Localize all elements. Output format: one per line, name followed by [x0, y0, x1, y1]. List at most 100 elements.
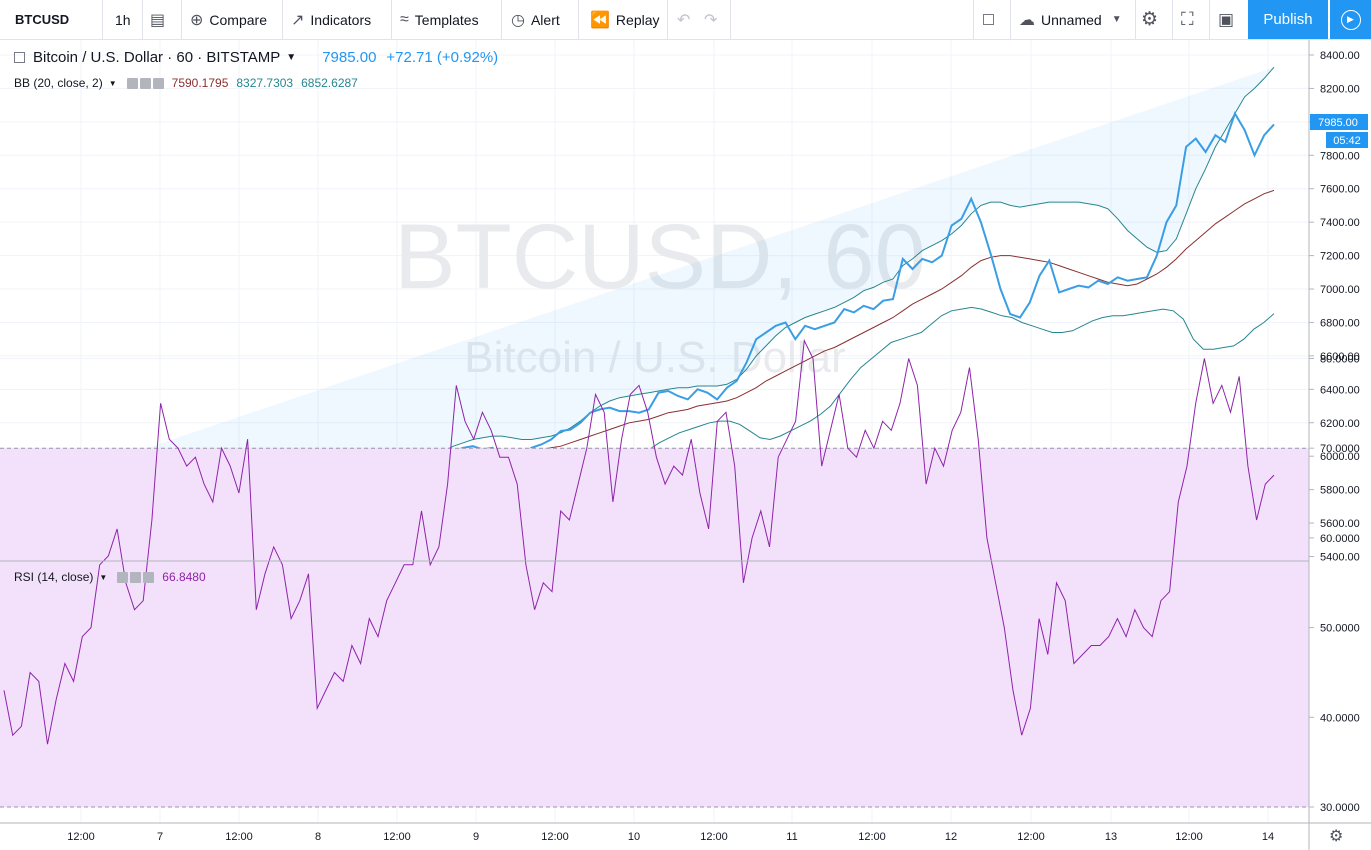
time-tick-label: 12 [945, 831, 957, 843]
main-legend: Bitcoin / U.S. Dollar · 60 · BITSTAMP ▼ … [14, 49, 498, 66]
indicators-button[interactable]: ↗ Indicators [291, 0, 371, 39]
symbol-label: BTCUSD [15, 12, 70, 27]
interval-label: 1h [115, 11, 131, 28]
price-tick-label: 5600.00 [1320, 518, 1360, 530]
price-tick-label: 6400.00 [1320, 384, 1360, 396]
bb-fill [4, 67, 1274, 500]
time-tick-label: 13 [1105, 831, 1117, 843]
alert-label: Alert [530, 11, 560, 28]
replay-button[interactable]: ⏪ Replay [590, 0, 660, 39]
rewind-icon: ⏪ [590, 11, 610, 29]
chart-canvas[interactable]: BTCUSD, 60 Bitcoin / U.S. Dollar 5400.00… [0, 40, 1371, 850]
undo-button[interactable]: ↶ [677, 0, 696, 39]
time-tick-label: 12:00 [225, 831, 253, 843]
chart-type-button[interactable]: ▤ [150, 0, 171, 39]
time-tick-label: 11 [786, 831, 797, 843]
gear-icon[interactable] [130, 571, 142, 583]
rsi-axis: 30.0000 40.0000 50.0000 60.0000 70.0000 80.00… [1309, 354, 1360, 814]
timezone-settings-button[interactable]: ⚙ [1329, 826, 1343, 846]
time-tick-label: 12:00 [1017, 831, 1045, 843]
chart-bars-icon: ▤ [150, 11, 166, 29]
chevron-down-icon[interactable]: ▼ [108, 78, 117, 88]
gear-icon: ⚙ [1329, 828, 1344, 845]
last-price-label: 7985.00 [1318, 117, 1358, 129]
price-tick-label: 6200.00 [1320, 418, 1360, 430]
redo-button[interactable]: ↷ [704, 0, 723, 39]
fullscreen-icon: ⛶ [1181, 9, 1194, 29]
layout-name-button[interactable]: ☁ Unnamed ▼ [1019, 0, 1122, 39]
undo-icon: ↶ [677, 11, 691, 29]
checkbox-icon [983, 14, 994, 25]
price-tick-label: 8400.00 [1320, 50, 1360, 62]
watermark-description: Bitcoin / U.S. Dollar [464, 333, 845, 382]
time-tick-label: 12:00 [67, 831, 95, 843]
alert-button[interactable]: ◷ Alert [511, 0, 560, 39]
chevron-down-icon[interactable]: ▼ [99, 572, 108, 582]
rsi-line [3, 338, 1275, 745]
collapse-square-icon[interactable] [14, 52, 25, 63]
gear-icon: ⚙ [1141, 9, 1159, 30]
price-tick-label: 7000.00 [1320, 284, 1360, 296]
bb-label: BB (20, close, 2) [14, 76, 103, 90]
price-tick-label: 8200.00 [1320, 83, 1360, 95]
close-icon[interactable] [152, 77, 164, 89]
rsi-tick-label: 50.0000 [1320, 623, 1360, 635]
cloud-icon: ☁ [1019, 11, 1035, 29]
price-tick-label: 6800.00 [1320, 317, 1360, 329]
time-tick-label: 12:00 [383, 831, 411, 843]
interval-button[interactable]: 1h [115, 0, 131, 39]
bb-upper-value: 8327.7303 [236, 76, 294, 90]
replay-label: Replay [615, 11, 660, 28]
close-icon[interactable] [143, 571, 155, 583]
bb-lower-value: 6852.6287 [301, 76, 358, 90]
chevron-down-icon: ▼ [1111, 14, 1122, 25]
price-tick-label: 6000.00 [1320, 451, 1360, 463]
gear-icon[interactable] [139, 77, 151, 89]
rsi-band [0, 448, 1309, 807]
symbol-search-button[interactable]: BTCUSD [15, 0, 69, 39]
drawing-toggle-button[interactable] [983, 0, 1002, 39]
layout-name-label: Unnamed [1041, 11, 1102, 28]
camera-icon: ▣ [1218, 9, 1235, 29]
price-tick-label: 7400.00 [1320, 217, 1360, 229]
indicators-icon: ↗ [291, 11, 305, 29]
compare-button[interactable]: ⊕ Compare [190, 0, 267, 39]
templates-button[interactable]: ≈ Templates [400, 0, 479, 39]
time-tick-label: 12:00 [858, 831, 886, 843]
redo-icon: ↷ [704, 11, 718, 29]
eye-icon[interactable] [126, 77, 138, 89]
alarm-clock-icon: ◷ [511, 11, 525, 29]
time-tick-label: 10 [628, 831, 640, 843]
bb-basis-value: 7590.1795 [171, 76, 229, 90]
play-button[interactable]: ▶ [1330, 0, 1371, 39]
rsi-legend: RSI (14, close) ▼ 66.8480 [14, 570, 206, 584]
settings-button[interactable]: ⚙ [1141, 0, 1164, 39]
bb-legend: BB (20, close, 2) ▼ 7590.1795 8327.7303 … [14, 76, 358, 90]
symbol-title: Bitcoin / U.S. Dollar · 60 · BITSTAMP [33, 49, 281, 66]
chevron-down-icon[interactable]: ▼ [286, 52, 297, 63]
rsi-tick-label: 40.0000 [1320, 712, 1360, 724]
eye-icon[interactable] [117, 571, 129, 583]
indicators-label: Indicators [310, 11, 372, 28]
price-tick-label: 7200.00 [1320, 251, 1360, 263]
rsi-value: 66.8480 [162, 570, 206, 584]
time-tick-label: 12:00 [1175, 831, 1203, 843]
time-tick-label: 12:00 [700, 831, 728, 843]
time-axis: 12:00 7 12:00 8 12:00 9 12:00 10 12:00 11 12:00 12 1… [67, 831, 1274, 843]
top-toolbar: BTCUSD 1h ▤ ⊕ Compare ↗ Indicators ≈ Templa… [0, 0, 1371, 40]
rsi-tick-label: 30.0000 [1320, 802, 1360, 814]
price-tick-label: 7600.00 [1320, 184, 1360, 196]
templates-label: Templates [414, 11, 479, 28]
time-tick-label: 12:00 [541, 831, 569, 843]
time-tick-label: 9 [473, 831, 479, 843]
templates-icon: ≈ [400, 10, 409, 28]
time-tick-label: 8 [315, 831, 321, 843]
snapshot-button[interactable]: ▣ [1218, 0, 1240, 39]
price-tick-label: 6600.00 [1320, 351, 1360, 363]
watermark-symbol: BTCUSD, 60 [394, 206, 926, 308]
publish-button[interactable]: Publish [1248, 0, 1328, 39]
bar-countdown-label: 05:42 [1333, 135, 1361, 147]
fullscreen-button[interactable]: ⛶ [1181, 0, 1200, 39]
rsi-tick-label: 60.0000 [1320, 533, 1360, 545]
time-tick-label: 7 [157, 831, 163, 843]
